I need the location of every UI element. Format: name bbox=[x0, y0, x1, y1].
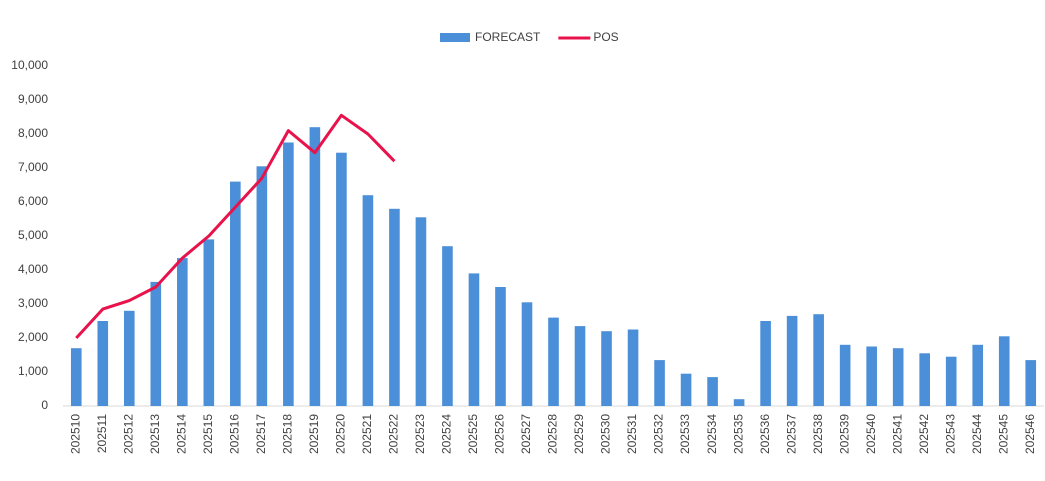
bar bbox=[707, 377, 718, 406]
x-tick-label: 202511 bbox=[95, 414, 109, 453]
x-tick-label: 202528 bbox=[546, 414, 560, 454]
y-tick-label: 10,000 bbox=[11, 58, 48, 72]
x-tick-label: 202535 bbox=[731, 414, 745, 454]
x-tick-label: 202512 bbox=[121, 414, 135, 454]
x-tick-label: 202544 bbox=[970, 414, 984, 454]
legend-label: POS bbox=[593, 30, 618, 44]
x-tick-label: 202541 bbox=[890, 414, 904, 454]
y-tick-label: 9,000 bbox=[18, 92, 48, 106]
x-tick-label: 202537 bbox=[784, 414, 798, 454]
y-tick-label: 3,000 bbox=[18, 296, 48, 310]
bar bbox=[919, 353, 930, 406]
x-tick-label: 202514 bbox=[174, 414, 188, 454]
bar bbox=[256, 166, 268, 406]
x-tick-label: 202533 bbox=[678, 414, 692, 454]
x-tick-label: 202513 bbox=[148, 414, 162, 454]
x-tick-label: 202540 bbox=[864, 414, 878, 454]
bar bbox=[468, 273, 480, 406]
bar bbox=[1025, 360, 1037, 406]
bar bbox=[786, 315, 798, 406]
bar bbox=[574, 326, 586, 406]
bar bbox=[866, 346, 877, 406]
y-tick-label: 7,000 bbox=[18, 160, 48, 174]
bar bbox=[892, 348, 904, 406]
bar bbox=[495, 287, 506, 406]
x-tick-label: 202526 bbox=[493, 414, 507, 454]
x-tick-label: 202517 bbox=[254, 414, 268, 454]
bar bbox=[680, 373, 692, 406]
bar bbox=[70, 348, 82, 406]
legend-label: FORECAST bbox=[475, 30, 541, 44]
bar bbox=[230, 181, 241, 406]
bar bbox=[521, 302, 533, 406]
x-tick-label: 202529 bbox=[572, 414, 586, 454]
bar bbox=[442, 246, 453, 406]
x-tick-label: 202542 bbox=[917, 414, 931, 454]
x-tick-label: 202536 bbox=[758, 414, 772, 454]
y-tick-label: 8,000 bbox=[18, 126, 48, 140]
y-tick-label: 6,000 bbox=[18, 194, 48, 208]
y-tick-label: 2,000 bbox=[18, 330, 48, 344]
x-tick-label: 202545 bbox=[996, 414, 1010, 454]
x-tick-label: 202516 bbox=[228, 414, 242, 454]
bar bbox=[283, 142, 294, 406]
bar bbox=[389, 208, 400, 406]
x-tick-label: 202543 bbox=[943, 414, 957, 454]
x-tick-label: 202518 bbox=[281, 414, 295, 454]
x-tick-label: 202523 bbox=[413, 414, 427, 454]
bar bbox=[839, 344, 851, 406]
y-tick-label: 4,000 bbox=[18, 262, 48, 276]
x-tick-label: 202546 bbox=[1023, 414, 1037, 454]
bar bbox=[123, 310, 135, 406]
x-tick-label: 202525 bbox=[466, 414, 480, 454]
legend-swatch bbox=[440, 33, 470, 42]
x-tick-label: 202539 bbox=[837, 414, 851, 454]
x-tick-label: 202534 bbox=[705, 414, 719, 454]
bar bbox=[998, 336, 1010, 406]
bar bbox=[177, 258, 188, 406]
x-tick-label: 202527 bbox=[519, 414, 533, 454]
x-tick-label: 202530 bbox=[599, 414, 613, 454]
bar bbox=[362, 195, 374, 406]
bar bbox=[336, 152, 347, 406]
bar bbox=[813, 314, 824, 406]
y-tick-label: 1,000 bbox=[18, 364, 48, 378]
line bbox=[75, 113, 396, 340]
bar bbox=[203, 239, 215, 406]
bar bbox=[415, 217, 427, 406]
x-tick-label: 202521 bbox=[360, 414, 374, 454]
bar bbox=[945, 356, 957, 406]
x-tick-label: 202515 bbox=[201, 414, 215, 454]
bar bbox=[972, 344, 984, 406]
x-tick-label: 202510 bbox=[68, 414, 82, 454]
bar bbox=[760, 321, 771, 406]
bar bbox=[654, 360, 665, 406]
bar bbox=[309, 127, 321, 406]
x-tick-label: 202531 bbox=[625, 414, 639, 454]
x-tick-label: 202519 bbox=[307, 414, 321, 454]
x-tick-label: 202522 bbox=[387, 414, 401, 454]
bar bbox=[627, 329, 639, 406]
bar bbox=[548, 317, 559, 406]
y-tick-label: 0 bbox=[41, 398, 48, 412]
bar bbox=[733, 399, 745, 406]
bar bbox=[601, 331, 612, 406]
x-tick-label: 202520 bbox=[334, 414, 348, 454]
x-tick-label: 202538 bbox=[811, 414, 825, 454]
bar bbox=[150, 281, 162, 406]
y-tick-label: 5,000 bbox=[18, 228, 48, 242]
x-tick-label: 202524 bbox=[440, 414, 454, 454]
x-tick-label: 202532 bbox=[652, 414, 666, 454]
bar bbox=[97, 321, 109, 406]
